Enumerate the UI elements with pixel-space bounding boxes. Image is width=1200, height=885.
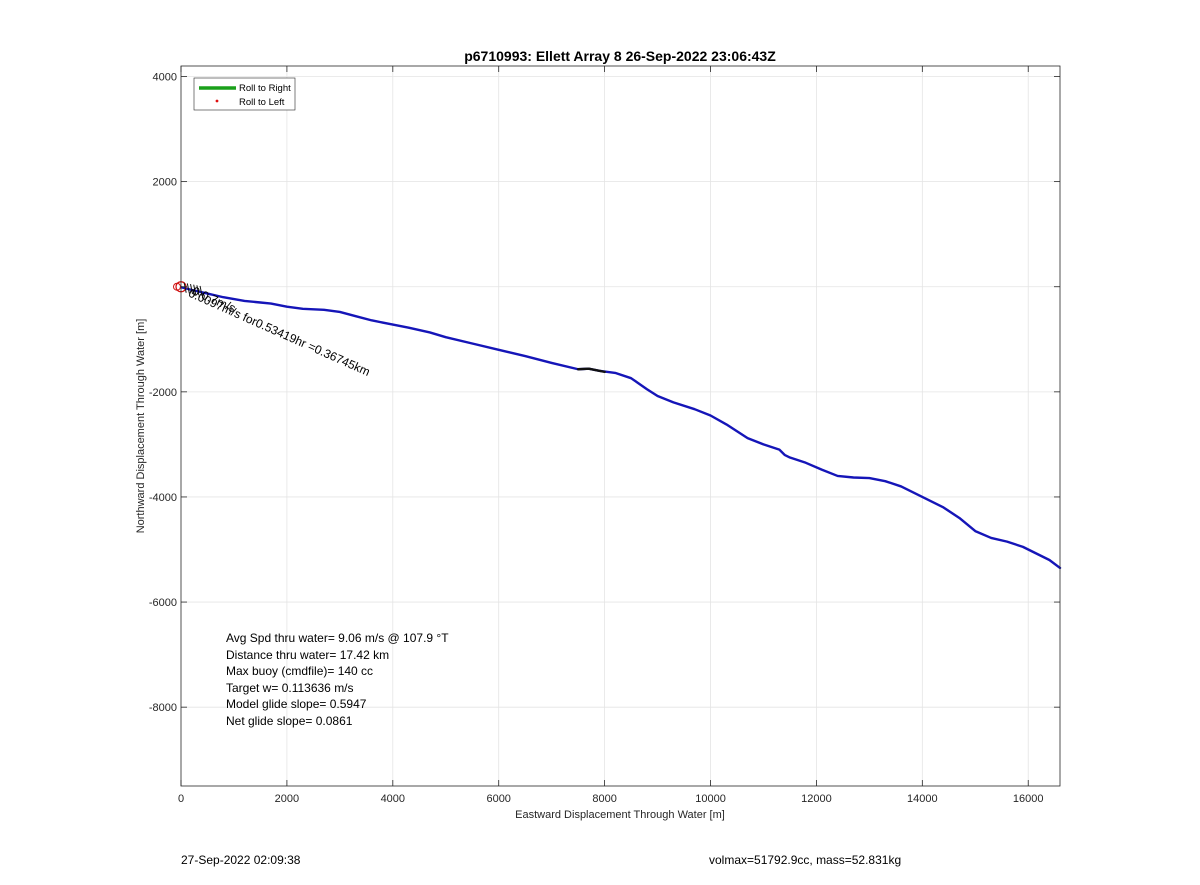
waypoint-mark <box>199 285 203 297</box>
y-tick-label: -6000 <box>149 597 177 609</box>
legend-label-roll-right: Roll to Right <box>239 83 291 94</box>
waypoint-mark <box>190 283 194 295</box>
legend-swatch-roll-left <box>215 99 219 103</box>
footer-volmax: volmax=51792.9cc, mass=52.831kg <box>709 853 902 867</box>
stats-line: Net glide slope= 0.0861 <box>226 714 353 728</box>
legend-label-roll-left: Roll to Left <box>239 97 285 108</box>
y-tick-label: -4000 <box>149 492 177 504</box>
trajectory-segment-line <box>576 367 606 374</box>
series-layer <box>179 286 1062 570</box>
y-tick-label: 4000 <box>153 72 177 84</box>
plot-frame <box>180 65 1061 787</box>
x-tick-label: 4000 <box>381 793 405 805</box>
waypoint-mark <box>193 284 197 295</box>
grid <box>181 66 1060 786</box>
trajectory-line <box>179 286 1062 570</box>
tick-layer: 0 2000 4000 6000 8000 10000 12000 14000 16000 400… <box>149 66 1060 805</box>
x-tick-label: 6000 <box>486 793 510 805</box>
marker-layer <box>173 281 203 297</box>
legend-box <box>193 77 296 111</box>
waypoint-mark <box>186 283 190 294</box>
stats-line: Avg Spd thru water= 9.06 m/s @ 107.9 °T <box>226 631 449 645</box>
x-tick-label: 14000 <box>907 793 938 805</box>
waypoint-mark <box>183 282 187 293</box>
legend: Roll to Right Roll to Left <box>193 77 296 111</box>
start-marker <box>173 282 181 291</box>
x-axis-label: Eastward Displacement Through Water [m] <box>515 809 725 821</box>
chart-title: p6710993: Ellett Array 8 26-Sep-2022 23:… <box>464 48 776 64</box>
y-tick-label: -2000 <box>149 387 177 399</box>
plot-area <box>181 66 1060 786</box>
x-tick-label: 0 <box>178 793 184 805</box>
x-tick-label: 12000 <box>801 793 832 805</box>
x-tick-label: 8000 <box>592 793 616 805</box>
y-tick-label: 2000 <box>153 177 177 189</box>
stats-line: Target w= 0.113636 m/s <box>226 681 354 695</box>
stats-line: Distance thru water= 17.42 km <box>226 648 389 662</box>
y-axis-label: Northward Displacement Through Water [m] <box>135 319 147 534</box>
stats-line: Max buoy (cmdfile)= 140 cc <box>226 664 373 678</box>
x-tick-label: 10000 <box>695 793 726 805</box>
stats-block: Avg Spd thru water= 9.06 m/s @ 107.9 °T … <box>226 631 449 728</box>
stats-line: Model glide slope= 0.5947 <box>226 697 367 711</box>
x-tick-label: 2000 <box>275 793 299 805</box>
x-tick-label: 16000 <box>1013 793 1044 805</box>
waypoint-mark <box>196 285 200 296</box>
y-tick-label: -8000 <box>149 702 177 714</box>
footer-timestamp: 27-Sep-2022 02:09:38 <box>181 853 301 867</box>
